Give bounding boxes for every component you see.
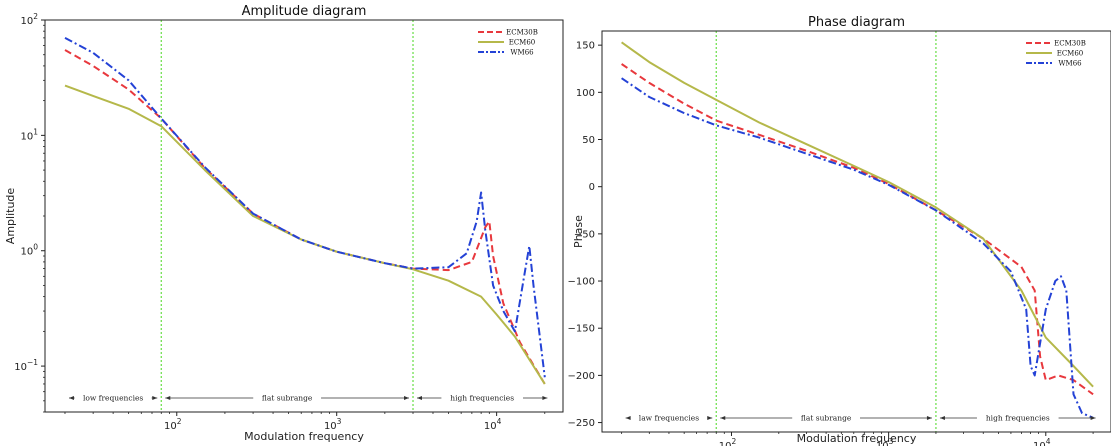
y-tick-label: −200 — [568, 371, 595, 382]
region-label: flat subrange — [262, 394, 313, 403]
y-tick-exponent: 0 — [33, 243, 38, 252]
x-tick-exponent: 3 — [889, 437, 894, 446]
y-tick-label: −100 — [568, 277, 595, 288]
x-tick-label: 104 — [484, 417, 502, 432]
x-axis-title: Modulation frequency — [244, 430, 364, 443]
y-tick-label: 101 — [20, 127, 38, 142]
region-arrowhead-right-2 — [542, 396, 548, 400]
x-tick-base: 10 — [719, 441, 732, 446]
x-tick-label: 104 — [1033, 437, 1051, 446]
x-tick-label: 103 — [324, 417, 342, 432]
y-tick-exponent: 2 — [33, 12, 38, 21]
legend-label: ECM60 — [1057, 50, 1084, 58]
region-arrowhead-left-1 — [165, 396, 171, 400]
x-tick-label: 102 — [719, 437, 737, 446]
y-tick-base: 10 — [14, 362, 27, 373]
legend-label: ECM30B — [1054, 40, 1086, 48]
series-line-ecm30b — [621, 63, 1094, 396]
y-tick-exponent: 1 — [33, 127, 38, 136]
series-line-wm66 — [64, 37, 546, 378]
region-label: high frequencies — [986, 414, 1050, 423]
chart-0: low frequencies flat subrange high frequen… — [4, 4, 564, 443]
series-line-ecm30b — [64, 49, 546, 385]
legend-label: ECM30B — [506, 29, 538, 37]
region-label: high frequencies — [450, 394, 514, 403]
y-axis-title: Amplitude — [4, 188, 17, 245]
y-axis-title: Phase — [572, 215, 585, 248]
x-tick-base: 10 — [876, 441, 889, 446]
x-tick-base: 10 — [164, 421, 177, 432]
region-arrowhead-right-1 — [926, 416, 932, 420]
x-tick-exponent: 4 — [497, 417, 502, 426]
x-tick-exponent: 2 — [731, 437, 736, 446]
x-tick-label: 103 — [876, 437, 894, 446]
series-line-ecm60 — [621, 41, 1094, 388]
chart-title: Amplitude diagram — [242, 4, 367, 19]
y-tick-label: −50 — [574, 229, 595, 240]
legend-label: WM66 — [1058, 60, 1082, 68]
region-arrowhead-left-2 — [417, 396, 423, 400]
y-tick-label: 50 — [582, 135, 595, 146]
plot-frame — [601, 30, 1111, 433]
y-tick-label: −250 — [568, 418, 595, 429]
chart-1: law frequencies flat subrange high frequen… — [568, 15, 1111, 446]
y-tick-label: 102 — [20, 12, 38, 27]
region-arrowhead-left-0 — [68, 396, 74, 400]
x-axis-title: Modulation frequency — [797, 432, 917, 445]
region-arrowhead-left-0 — [625, 416, 631, 420]
chart-title: Phase diagram — [808, 15, 905, 30]
x-tick-label: 102 — [164, 417, 182, 432]
y-tick-base: 10 — [20, 247, 33, 258]
region-label: low frequencies — [83, 394, 143, 403]
region-arrowhead-right-1 — [404, 396, 410, 400]
y-tick-base: 10 — [20, 16, 33, 27]
region-label: flat subrange — [801, 414, 852, 423]
region-arrowhead-right-0 — [707, 416, 713, 420]
y-tick-label: 0 — [589, 182, 595, 193]
region-label: law frequencies — [639, 414, 699, 423]
region-arrowhead-right-2 — [1090, 416, 1096, 420]
region-arrowhead-left-2 — [939, 416, 945, 420]
x-tick-base: 10 — [484, 421, 497, 432]
x-tick-exponent: 4 — [1046, 437, 1051, 446]
legend-label: ECM60 — [509, 39, 536, 47]
x-tick-exponent: 2 — [177, 417, 182, 426]
y-tick-label: 150 — [576, 41, 595, 52]
y-tick-label: 100 — [576, 88, 595, 99]
y-tick-label: 10−1 — [14, 358, 38, 373]
y-tick-label: −150 — [568, 324, 595, 335]
x-tick-base: 10 — [324, 421, 337, 432]
y-tick-label: 100 — [20, 243, 38, 258]
x-tick-base: 10 — [1033, 441, 1046, 446]
legend-label: WM66 — [510, 49, 534, 57]
plot-frame — [44, 19, 564, 413]
series-line-wm66 — [621, 77, 1094, 419]
y-tick-base: 10 — [20, 131, 33, 142]
region-arrowhead-right-0 — [152, 396, 158, 400]
x-tick-exponent: 3 — [337, 417, 342, 426]
region-arrowhead-left-1 — [720, 416, 726, 420]
y-tick-exponent: −1 — [27, 358, 38, 367]
series-line-ecm60 — [64, 84, 546, 385]
